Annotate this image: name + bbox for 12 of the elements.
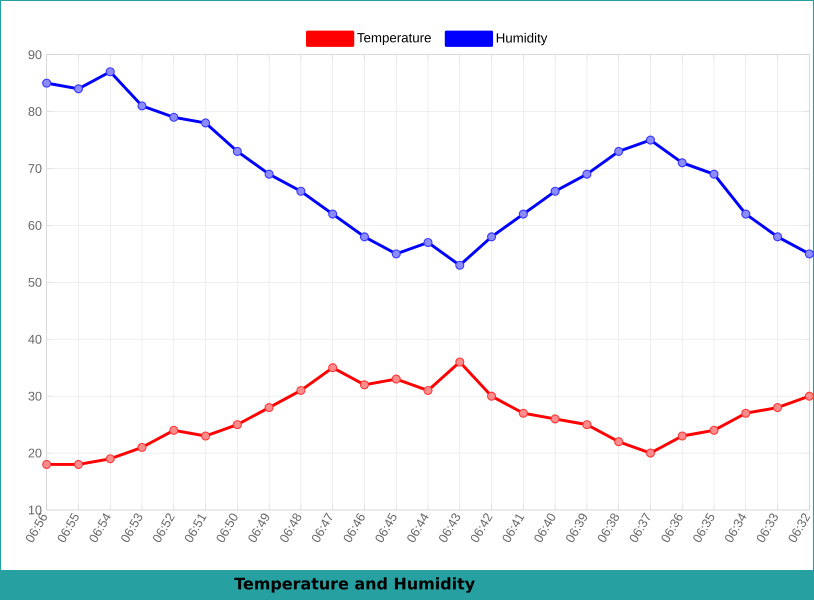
y-tick-label: 50 xyxy=(28,278,42,287)
y-tick-label: 70 xyxy=(28,164,42,173)
y-tick-label: 10 xyxy=(28,506,42,514)
y-tick-label: 20 xyxy=(28,448,42,458)
text: Temperature and Humidity xyxy=(234,577,475,593)
y-tick-label: 80 xyxy=(28,107,42,116)
y-tick-label: 60 xyxy=(28,220,42,230)
legend-label: Temperature xyxy=(357,33,431,46)
y-tick-label: 90 xyxy=(28,50,42,60)
y-tick-label: 30 xyxy=(28,392,42,401)
y-tick-label: 40 xyxy=(28,334,42,344)
legend-label: Humidity xyxy=(496,32,548,46)
